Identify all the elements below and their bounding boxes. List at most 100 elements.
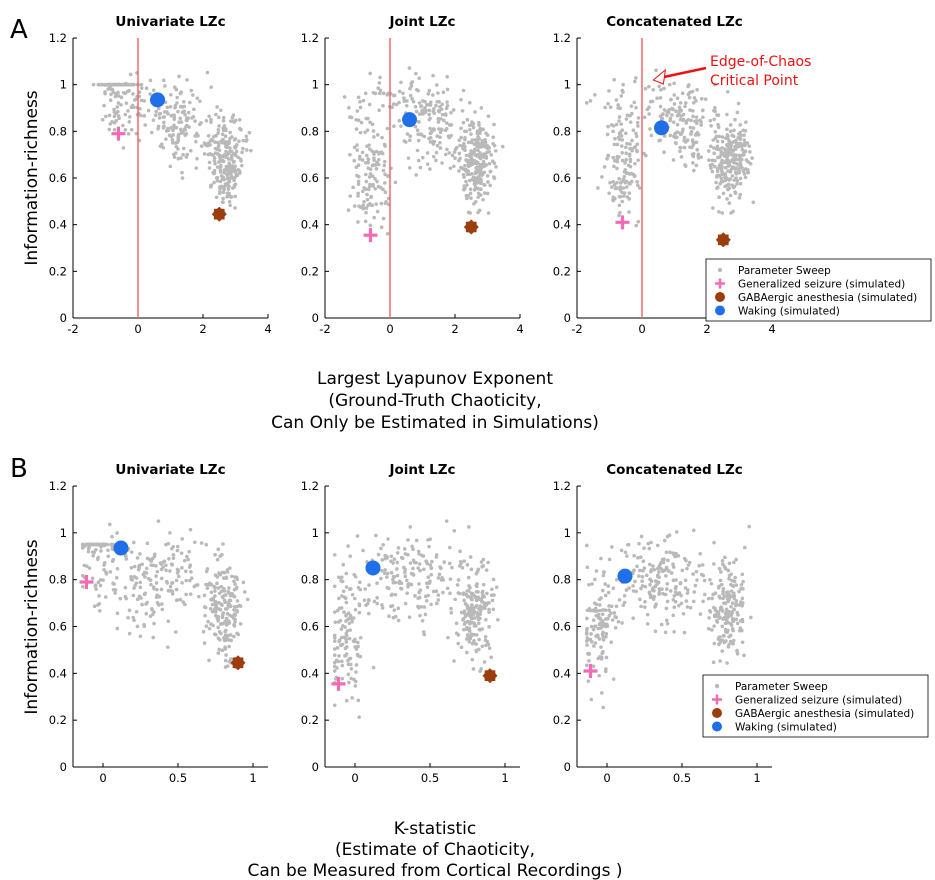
sweep-point: [227, 200, 232, 204]
sweep-point: [234, 575, 239, 580]
sweep-point: [408, 134, 412, 139]
sweep-point: [189, 570, 193, 574]
sweep-point: [592, 644, 596, 648]
sweep-point: [725, 183, 729, 188]
sweep-point: [681, 611, 686, 616]
sweep-point: [417, 605, 421, 610]
sweep-point: [373, 186, 378, 191]
sweep-point: [447, 561, 452, 566]
anesthesia-point: [715, 232, 731, 248]
sweep-point: [403, 567, 407, 572]
sweep-point: [226, 600, 231, 605]
sweep-point: [730, 640, 734, 645]
sweep-point: [350, 696, 354, 700]
sweep-point: [642, 115, 647, 120]
x-tick-label: 1: [753, 771, 760, 785]
sweep-point: [354, 127, 359, 131]
sweep-point: [633, 579, 637, 584]
sweep-point: [733, 191, 738, 196]
sweep-point: [174, 151, 178, 155]
sweep-point: [600, 623, 605, 627]
sweep-point: [729, 589, 734, 593]
sweep-point: [740, 601, 745, 605]
sweep-point: [416, 132, 421, 137]
sweep-point: [161, 145, 166, 150]
sweep-point: [175, 95, 179, 100]
sweep-point: [734, 171, 739, 176]
sweep-point: [209, 597, 214, 602]
sweep-point: [385, 556, 389, 560]
sweep-point: [213, 613, 218, 618]
sweep-point: [685, 605, 690, 609]
sweep-point: [223, 126, 228, 131]
sweep-point: [383, 568, 387, 572]
sweep-point: [142, 570, 147, 575]
sweep-point: [469, 132, 473, 136]
sweep-point: [677, 111, 681, 116]
sweep-point: [718, 164, 723, 169]
sweep-point: [212, 171, 217, 176]
sweep-point: [162, 120, 166, 125]
sweep-point: [724, 607, 729, 612]
sweep-point: [416, 549, 421, 554]
sweep-point: [202, 152, 207, 156]
sweep-point: [695, 578, 699, 582]
sweep-point: [346, 208, 351, 213]
sweep-point: [723, 165, 728, 170]
sweep-point: [607, 557, 612, 562]
sweep-point: [614, 615, 619, 620]
sweep-point: [134, 97, 139, 101]
sweep-point: [601, 650, 605, 654]
sweep-point: [405, 578, 409, 583]
sweep-point: [136, 567, 141, 572]
sweep-point: [734, 583, 739, 587]
sweep-point: [227, 184, 231, 189]
sweep-point: [233, 620, 237, 624]
sweep-point: [374, 167, 379, 171]
y-tick-label: 0.2: [49, 264, 67, 278]
sweep-point: [496, 617, 500, 622]
sweep-point: [476, 595, 481, 599]
sweep-point: [601, 588, 605, 593]
sweep-point: [711, 562, 716, 566]
sweep-point: [208, 152, 212, 156]
sweep-point: [349, 676, 353, 681]
sweep-point: [413, 104, 418, 109]
sweep-point: [356, 698, 361, 703]
sweep-point: [718, 596, 722, 600]
sweep-point: [485, 639, 490, 644]
sweep-point: [591, 608, 595, 613]
sweep-point: [452, 150, 457, 154]
sweep-point: [678, 101, 683, 105]
sweep-point: [204, 624, 209, 628]
sweep-point: [647, 562, 652, 567]
sweep-point: [155, 587, 159, 592]
sweep-point: [340, 575, 344, 580]
sweep-point: [723, 627, 728, 632]
sweep-point: [589, 624, 594, 629]
sweep-point: [475, 613, 480, 617]
sweep-point: [392, 557, 397, 562]
sweep-point: [132, 564, 137, 569]
sweep-point: [152, 552, 157, 557]
sweep-point: [742, 153, 746, 157]
sweep-point: [632, 100, 637, 105]
sweep-point: [368, 167, 373, 172]
sweep-point: [216, 651, 221, 655]
sweep-point: [187, 125, 191, 129]
sweep-point: [434, 103, 438, 108]
sweep-point: [480, 564, 484, 569]
sweep-point: [716, 122, 720, 127]
sweep-point: [671, 551, 675, 555]
sweep-point: [356, 182, 361, 187]
sweep-point: [663, 592, 668, 597]
sweep-point: [655, 573, 660, 578]
sweep-point: [233, 582, 237, 586]
sweep-point: [171, 556, 176, 561]
sweep-point: [482, 660, 487, 664]
sweep-point: [461, 172, 466, 177]
x-tick-label: -2: [319, 322, 330, 336]
sweep-point: [588, 99, 593, 103]
sweep-point: [691, 108, 695, 113]
sweep-point: [494, 165, 498, 169]
